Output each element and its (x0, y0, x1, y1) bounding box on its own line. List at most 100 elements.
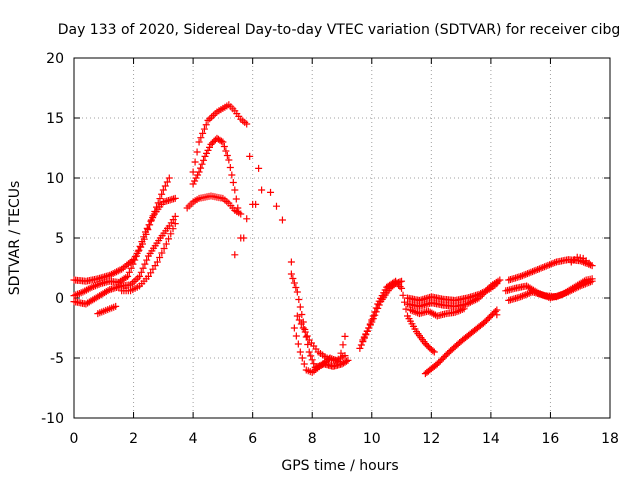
marker-arc-n (365, 324, 373, 332)
marker-arc-m (429, 347, 437, 355)
axis-ticks (73, 57, 611, 419)
marker-arc-a (161, 182, 169, 190)
marker-arc-g (225, 156, 233, 164)
marker-arc-i (258, 186, 266, 194)
marker-arc-g (208, 139, 216, 147)
marker-arc-j (293, 288, 301, 296)
marker-arc-g (189, 180, 197, 188)
marker-arc-b (140, 233, 148, 241)
marker-arc-c (136, 272, 144, 280)
marker-arc-n (375, 301, 383, 309)
marker-arc-g (222, 147, 230, 155)
marker-arc-g (219, 138, 227, 146)
marker-arc-a (109, 269, 117, 277)
marker-arc-m (399, 291, 407, 299)
marker-arc-g (195, 168, 203, 176)
marker-arc-j (296, 303, 304, 311)
marker-arc-t (518, 292, 526, 300)
marker-arc-k (339, 341, 347, 349)
marker-arc-s (547, 260, 555, 268)
marker-arc-r (460, 305, 468, 313)
marker-arc-s (539, 263, 547, 271)
marker-arc-g (205, 143, 213, 151)
marker-arc-f (193, 148, 201, 156)
marker-isolated (240, 234, 248, 242)
marker-arc-c (137, 268, 145, 276)
marker-isolated (252, 200, 260, 208)
marker-arc-k (298, 354, 306, 362)
marker-arc-d (149, 265, 157, 273)
marker-arc-a (106, 271, 114, 279)
marker-arc-b (127, 264, 135, 272)
data-marks (70, 101, 596, 378)
marker-arc-j (302, 333, 310, 341)
marker-arc-j (310, 360, 318, 368)
marker-arc-o (441, 353, 449, 360)
marker-arc-f (189, 168, 197, 176)
marker-arc-b (149, 214, 157, 222)
marker-arc-p (496, 276, 504, 284)
marker-arc-s (527, 268, 535, 276)
marker-arc-n (369, 315, 377, 323)
marker-arc-k (290, 324, 298, 332)
marker-arc-b (171, 194, 179, 202)
marker-arc-m (398, 284, 406, 292)
marker-arc-s (523, 270, 531, 278)
marker-arc-u (588, 275, 596, 283)
marker-arc-d (156, 254, 164, 261)
marker-arc-l (299, 324, 307, 332)
marker-arc-g (231, 186, 239, 194)
marker-arc-k (341, 332, 349, 340)
marker-arc-l (297, 320, 305, 328)
marker-arc-o (485, 314, 493, 321)
marker-arc-g (232, 195, 240, 203)
marker-arc-a (111, 269, 119, 277)
marker-arc-a (113, 268, 121, 276)
marker-arc-n (362, 330, 370, 338)
marker-arc-a (156, 195, 164, 203)
marker-arc-q (493, 280, 501, 288)
marker-arc-s (578, 257, 586, 265)
marker-arc-n (398, 277, 406, 285)
marker-arc-u (543, 293, 551, 301)
x-tick-label: 2 (129, 431, 138, 447)
marker-arc-g (204, 146, 212, 154)
marker-arc-a (159, 186, 167, 194)
marker-arc-s (525, 269, 533, 277)
marker-arc-q (482, 287, 490, 295)
marker-arc-u (535, 289, 543, 297)
y-axis-title: SDTVAR / TECUs (7, 181, 23, 296)
marker-arc-o (442, 351, 450, 359)
marker-arc-d (158, 249, 166, 257)
marker-arc-f (199, 129, 207, 137)
x-tick-label: 14 (482, 431, 500, 447)
marker-arc-j (287, 270, 295, 278)
marker-arc-j (307, 352, 315, 360)
marker-arc-g (226, 164, 234, 171)
marker-arc-u (541, 292, 549, 300)
marker-arc-j (344, 356, 352, 364)
marker-arc-a (158, 190, 166, 198)
marker-arc-g (223, 152, 231, 159)
marker-arc-t (523, 290, 531, 298)
marker-isolated (493, 311, 501, 319)
marker-arc-f (200, 125, 208, 133)
marker-arc-s (586, 261, 594, 269)
marker-arc-d (160, 245, 168, 252)
marker-arc-m (357, 341, 365, 349)
marker-arc-c (171, 212, 179, 220)
marker-arc-p (463, 300, 471, 308)
marker-arc-b (138, 238, 146, 246)
marker-arc-j (305, 348, 313, 356)
marker-arc-j (308, 356, 316, 364)
marker-arc-g (201, 152, 209, 160)
marker-arc-a (163, 178, 171, 186)
marker-arc-f (202, 121, 210, 129)
y-tick-label: 0 (55, 291, 64, 307)
x-tick-label: 16 (542, 431, 560, 447)
marker-arc-n (368, 318, 376, 326)
marker-arc-m (424, 343, 432, 351)
marker-arc-g (191, 177, 199, 185)
marker-arc-d (153, 258, 161, 266)
